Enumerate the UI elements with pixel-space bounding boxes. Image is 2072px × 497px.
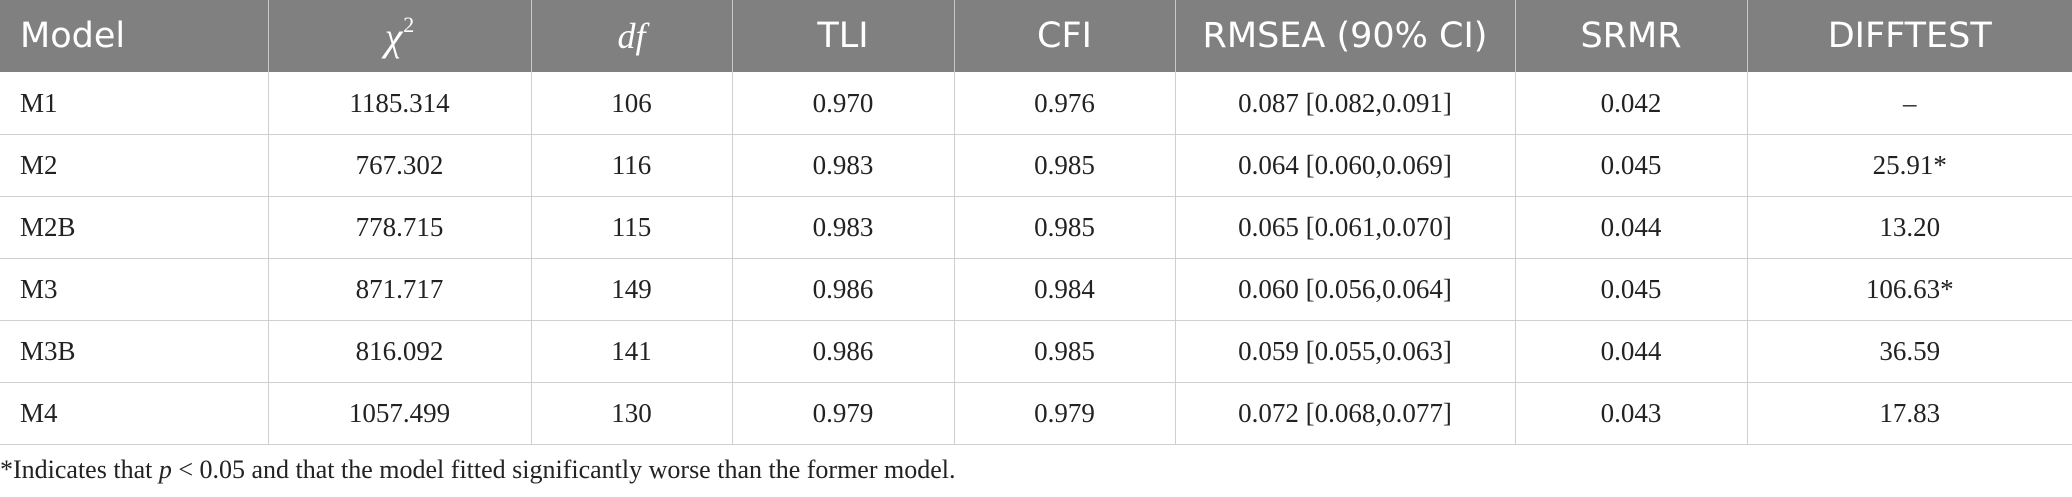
header-chi-square: χ2 — [268, 0, 532, 72]
cell-srmr: 0.044 — [1515, 320, 1748, 383]
table-header: Model χ2 df TLI CFI RMSEA (90% CI) SRMR … — [0, 0, 2072, 72]
table-row: M3B 816.092 141 0.986 0.985 0.059 [0.055… — [0, 320, 2072, 383]
cell-rmsea: 0.060 [0.056,0.064] — [1175, 258, 1516, 321]
cell-srmr: 0.042 — [1515, 72, 1748, 135]
cell-difftest: – — [1747, 72, 2072, 135]
cell-df: 106 — [531, 72, 733, 135]
header-model: Model — [0, 0, 269, 72]
cell-cfi: 0.985 — [954, 196, 1176, 259]
cell-model: M3B — [0, 320, 269, 383]
model-fit-table: Model χ2 df TLI CFI RMSEA (90% CI) SRMR … — [0, 0, 2072, 445]
cell-model: M2B — [0, 196, 269, 259]
table-footnote: *Indicates that p < 0.05 and that the mo… — [0, 455, 955, 485]
cell-chi-square: 871.717 — [268, 258, 532, 321]
table-row: M2 767.302 116 0.983 0.985 0.064 [0.060,… — [0, 134, 2072, 197]
cell-rmsea: 0.087 [0.082,0.091] — [1175, 72, 1516, 135]
header-row: Model χ2 df TLI CFI RMSEA (90% CI) SRMR … — [0, 0, 2072, 72]
cell-rmsea: 0.065 [0.061,0.070] — [1175, 196, 1516, 259]
cell-tli: 0.986 — [732, 320, 955, 383]
cell-cfi: 0.984 — [954, 258, 1176, 321]
cell-chi-square: 767.302 — [268, 134, 532, 197]
cell-cfi: 0.985 — [954, 320, 1176, 383]
cell-df: 115 — [531, 196, 733, 259]
table-row: M4 1057.499 130 0.979 0.979 0.072 [0.068… — [0, 382, 2072, 445]
cell-difftest: 106.63* — [1747, 258, 2072, 321]
cell-tli: 0.983 — [732, 134, 955, 197]
header-tli: TLI — [732, 0, 955, 72]
cell-df: 130 — [531, 382, 733, 445]
cell-chi-square: 778.715 — [268, 196, 532, 259]
header-rmsea: RMSEA (90% CI) — [1175, 0, 1516, 72]
cell-cfi: 0.979 — [954, 382, 1176, 445]
cell-difftest: 25.91* — [1747, 134, 2072, 197]
cell-model: M2 — [0, 134, 269, 197]
model-fit-table-container: Model χ2 df TLI CFI RMSEA (90% CI) SRMR … — [0, 0, 2072, 445]
cell-srmr: 0.045 — [1515, 258, 1748, 321]
cell-srmr: 0.044 — [1515, 196, 1748, 259]
cell-model: M1 — [0, 72, 269, 135]
cell-tli: 0.986 — [732, 258, 955, 321]
cell-model: M4 — [0, 382, 269, 445]
cell-df: 149 — [531, 258, 733, 321]
header-chi-superscript: 2 — [403, 12, 415, 37]
header-srmr: SRMR — [1515, 0, 1748, 72]
cell-srmr: 0.045 — [1515, 134, 1748, 197]
header-df: df — [531, 0, 733, 72]
cell-chi-square: 1057.499 — [268, 382, 532, 445]
header-chi-symbol: χ — [384, 14, 403, 59]
cell-cfi: 0.976 — [954, 72, 1176, 135]
cell-rmsea: 0.064 [0.060,0.069] — [1175, 134, 1516, 197]
cell-difftest: 36.59 — [1747, 320, 2072, 383]
table-body: M1 1185.314 106 0.970 0.976 0.087 [0.082… — [0, 72, 2072, 445]
cell-tli: 0.983 — [732, 196, 955, 259]
header-cfi: CFI — [954, 0, 1176, 72]
cell-cfi: 0.985 — [954, 134, 1176, 197]
cell-difftest: 17.83 — [1747, 382, 2072, 445]
table-row: M3 871.717 149 0.986 0.984 0.060 [0.056,… — [0, 258, 2072, 321]
cell-df: 141 — [531, 320, 733, 383]
cell-chi-square: 1185.314 — [268, 72, 532, 135]
footnote-prefix: *Indicates that — [0, 455, 159, 484]
cell-rmsea: 0.059 [0.055,0.063] — [1175, 320, 1516, 383]
table-row: M2B 778.715 115 0.983 0.985 0.065 [0.061… — [0, 196, 2072, 259]
footnote-p-symbol: p — [158, 455, 172, 484]
cell-chi-square: 816.092 — [268, 320, 532, 383]
table-row: M1 1185.314 106 0.970 0.976 0.087 [0.082… — [0, 72, 2072, 135]
cell-tli: 0.979 — [732, 382, 955, 445]
header-difftest: DIFFTEST — [1747, 0, 2072, 72]
cell-srmr: 0.043 — [1515, 382, 1748, 445]
footnote-suffix: < 0.05 and that the model fitted signifi… — [171, 455, 956, 484]
cell-difftest: 13.20 — [1747, 196, 2072, 259]
cell-df: 116 — [531, 134, 733, 197]
cell-tli: 0.970 — [732, 72, 955, 135]
cell-rmsea: 0.072 [0.068,0.077] — [1175, 382, 1516, 445]
cell-model: M3 — [0, 258, 269, 321]
